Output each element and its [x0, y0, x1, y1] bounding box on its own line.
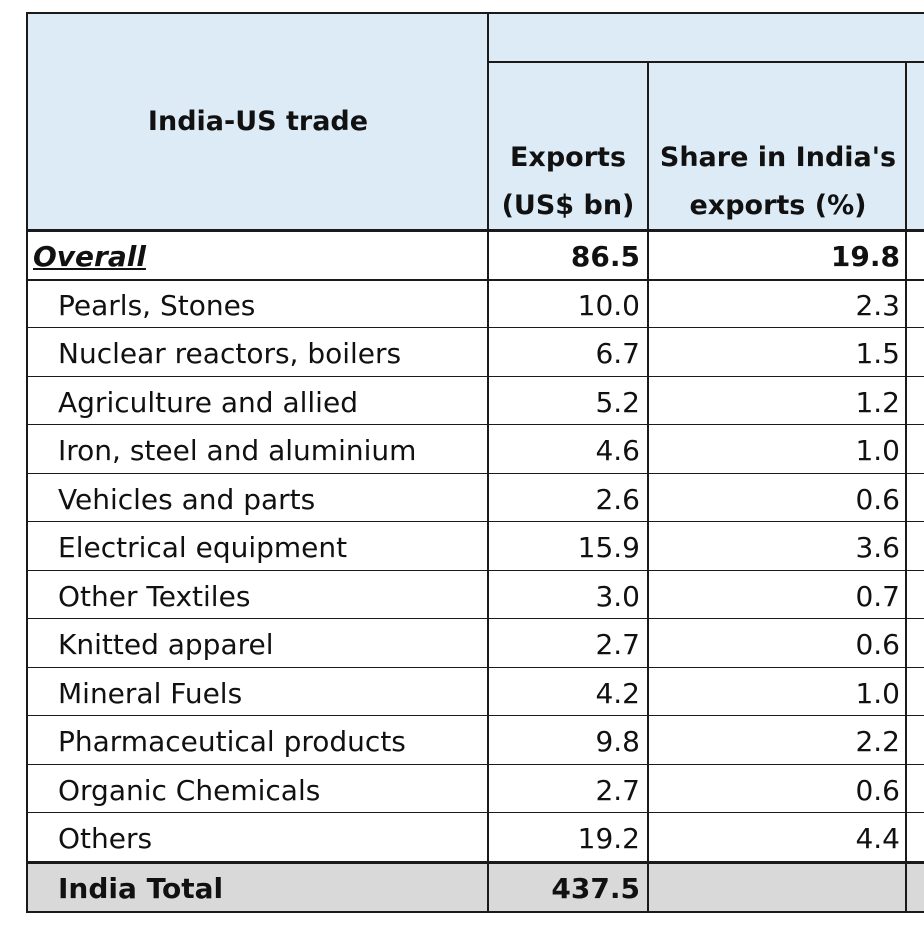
grid-line: [27, 424, 924, 425]
row-label: Pharmaceutical products: [58, 725, 406, 758]
row-label: Electrical equipment: [58, 531, 348, 564]
grid-line: [26, 12, 28, 913]
row-exports: 5.2: [595, 386, 640, 419]
row-exports: 4.6: [595, 434, 640, 467]
corner-header: India-US trade: [147, 106, 369, 137]
grid-line: [27, 715, 924, 716]
row-exports: 2.7: [595, 628, 640, 661]
row-share: 0.6: [855, 774, 900, 807]
grid-line: [27, 812, 924, 813]
row-exports: 3.0: [595, 580, 640, 613]
grid-line: [487, 12, 489, 913]
grid-line: [27, 911, 924, 913]
grid-line: [27, 279, 924, 281]
row-share: 0.6: [855, 628, 900, 661]
row-label: Nuclear reactors, boilers: [58, 337, 402, 370]
total-row-background: [28, 864, 924, 912]
row-share: 1.5: [855, 337, 900, 370]
grid-line: [27, 229, 924, 232]
row-label: Vehicles and parts: [58, 483, 316, 516]
grid-line: [27, 570, 924, 571]
row-share: 0.7: [855, 580, 900, 613]
row-share: 2.2: [855, 725, 900, 758]
grid-line: [27, 667, 924, 668]
grid-line: [905, 61, 907, 913]
row-share: 4.4: [855, 822, 900, 855]
grid-line: [488, 61, 924, 63]
share-header-line1: Share in India's: [659, 142, 897, 173]
total-label: India Total: [58, 872, 224, 905]
grid-line: [27, 764, 924, 765]
row-label: Mineral Fuels: [58, 677, 243, 710]
row-exports: 4.2: [595, 677, 640, 710]
share-header-line2: exports (%): [689, 190, 867, 221]
row-exports: 2.6: [595, 483, 640, 516]
grid-line: [647, 61, 649, 913]
row-exports: 10.0: [577, 289, 640, 322]
row-label: Agriculture and allied: [58, 386, 358, 419]
header-background: [28, 14, 924, 230]
grid-line: [27, 327, 924, 328]
grid-line: [27, 12, 924, 14]
row-share: 1.2: [855, 386, 900, 419]
row-share: 3.6: [855, 531, 900, 564]
overall-exports: 86.5: [570, 240, 640, 273]
grid-line: [27, 618, 924, 619]
row-exports: 2.7: [595, 774, 640, 807]
grid-line: [27, 861, 924, 864]
row-share: 1.0: [855, 677, 900, 710]
exports-header-line2: (US$ bn): [501, 190, 635, 221]
total-exports: 437.5: [551, 872, 640, 905]
row-share: 1.0: [855, 434, 900, 467]
grid-line: [27, 376, 924, 377]
row-share: 2.3: [855, 289, 900, 322]
row-exports: 9.8: [595, 725, 640, 758]
row-exports: 15.9: [577, 531, 640, 564]
row-label: Organic Chemicals: [58, 774, 321, 807]
grid-line: [27, 473, 924, 474]
row-label: Other Textiles: [58, 580, 251, 613]
row-share: 0.6: [855, 483, 900, 516]
row-label: Iron, steel and aluminium: [58, 434, 417, 467]
row-exports: 19.2: [577, 822, 640, 855]
grid-line: [27, 521, 924, 522]
overall-label: Overall: [33, 240, 146, 273]
row-exports: 6.7: [595, 337, 640, 370]
row-label: Pearls, Stones: [58, 289, 256, 322]
row-label: Knitted apparel: [58, 628, 274, 661]
exports-header-line1: Exports: [509, 142, 627, 173]
row-label: Others: [58, 822, 153, 855]
overall-share: 19.8: [830, 240, 900, 273]
